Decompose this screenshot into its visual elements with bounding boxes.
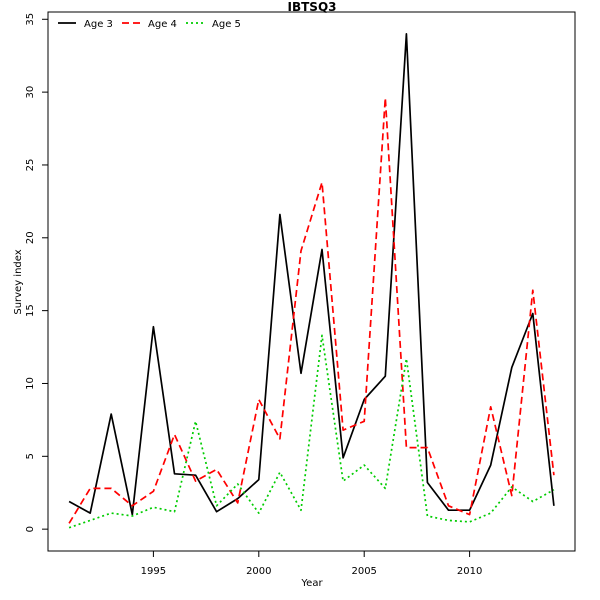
x-axis-title: Year: [300, 578, 323, 589]
y-tick-label: 15: [25, 304, 36, 317]
series-layer: [68, 33, 555, 529]
legend-label: Age 4: [148, 19, 177, 30]
y-tick-label: 25: [25, 159, 36, 172]
y-tick-label: 10: [25, 377, 36, 390]
y-tick-label: 20: [25, 231, 36, 244]
chart-title: IBTSQ3: [288, 0, 337, 14]
x-tick-label: 2005: [351, 566, 376, 577]
y-axis-title: Survey index: [13, 249, 24, 314]
x-tick-label: 2010: [457, 566, 482, 577]
legend: Age 3 Age 4 Age 5: [58, 19, 241, 30]
x-tick-label: 1995: [141, 566, 166, 577]
y-axis: 0 5 10 15 20 25 30 35: [25, 13, 48, 532]
series-line-age-3: [68, 33, 555, 516]
legend-label: Age 3: [84, 19, 113, 30]
y-tick-label: 30: [25, 86, 36, 99]
y-tick-label: 5: [25, 453, 36, 459]
x-tick-label: 2000: [246, 566, 271, 577]
legend-label: Age 5: [212, 19, 241, 30]
plot-frame: [47, 11, 576, 552]
series-line-age-4: [68, 97, 555, 524]
y-tick-label: 35: [25, 13, 36, 26]
y-tick-label: 0: [25, 526, 36, 532]
x-axis: 1995 2000 2005 2010: [141, 551, 482, 577]
